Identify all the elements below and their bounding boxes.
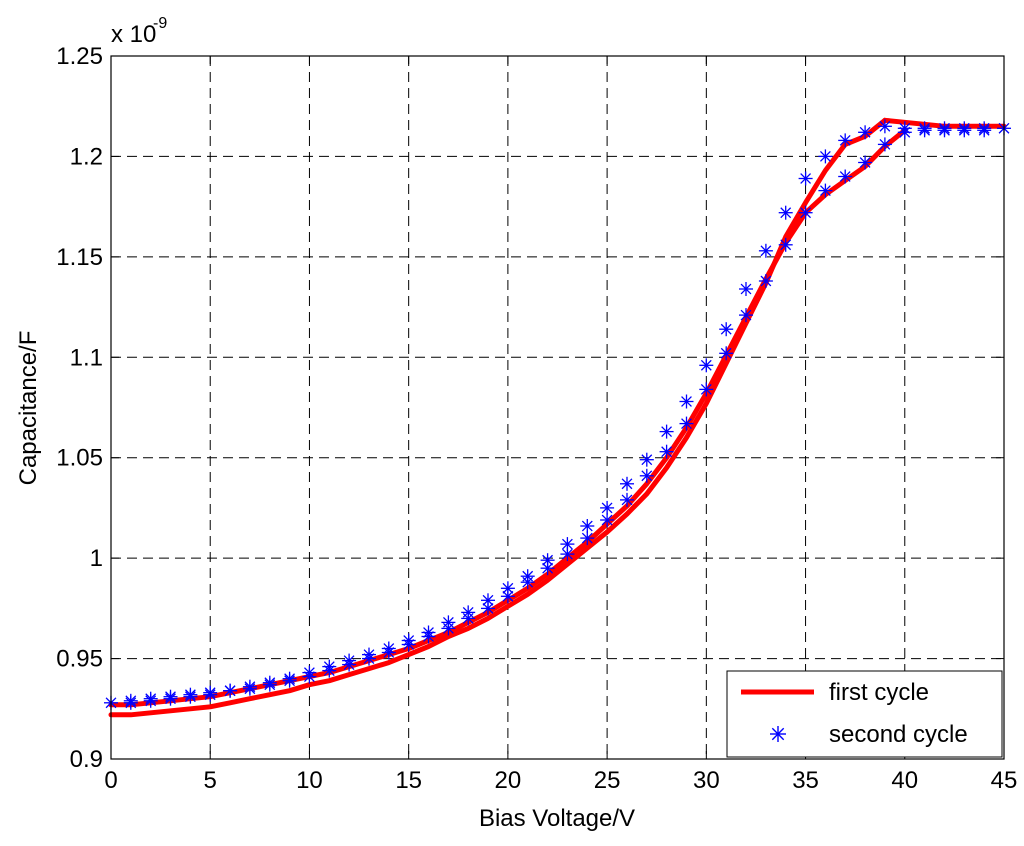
second-cycle-point [937,123,952,138]
legend: first cycle second cycle [726,670,1003,758]
second-cycle-point [401,637,416,652]
x-tick-label: 35 [792,767,819,794]
second-cycle-point [659,424,674,439]
second-cycle-point [580,531,595,546]
second-cycle-point [183,689,198,704]
second-cycle-point [917,123,932,138]
second-cycle-point [620,476,634,491]
second-cycle-point [758,243,773,258]
second-cycle-point [282,673,297,688]
second-cycle-point [600,500,615,515]
y-tick-label: 1.25 [56,43,103,70]
second-cycle-point [699,382,714,397]
y-tick-label: 1.15 [56,244,103,271]
second-cycle-point [481,601,495,616]
second-cycle-point [758,274,773,288]
x-tick-label: 25 [594,767,621,794]
x-tick-label: 30 [693,767,720,794]
second-cycle-point [342,657,357,672]
second-cycle-point [540,561,555,576]
y-tick-label: 1 [90,545,103,572]
second-cycle-point [520,575,535,590]
second-cycle-point [441,621,456,636]
second-cycle-point [381,645,396,660]
second-cycle-point [163,691,178,706]
second-cycle-point [639,452,654,467]
second-cycle-point [540,553,555,568]
second-cycle-point [818,149,833,164]
x-tick-label: 15 [395,767,422,794]
y-tick-label: 0.95 [56,646,103,673]
second-cycle-point [739,282,753,296]
legend-second-cycle-marker [770,726,786,742]
series-layer [104,117,1011,718]
second-cycle-point [143,693,158,708]
second-cycle-point [580,519,595,533]
second-cycle-point [679,394,694,409]
second-cycle-point [699,358,714,373]
x-axis-ticks: 0 5 10 15 20 25 30 35 40 45 [104,56,1017,794]
second-cycle-point [223,683,238,698]
plot-frame [110,55,1005,760]
x-tick-label: 20 [495,767,522,794]
second-cycle-point [798,205,813,220]
legend-second-cycle-label: second cycle [829,721,968,748]
second-cycle-point [262,677,277,692]
second-cycle-point [560,547,575,562]
legend-box [726,670,1003,758]
legend-first-cycle-label: first cycle [829,679,929,706]
second-cycle-point [977,123,992,138]
second-cycle-point [719,322,734,337]
x-tick-label: 10 [296,767,323,794]
y-exponent-base: x 10 [111,21,156,48]
second-cycle-point [500,581,515,596]
second-cycle-point [322,663,337,678]
y-tick-label: 1.1 [70,344,103,371]
second-cycle-point [778,237,793,252]
second-cycle-point [798,171,813,186]
second-cycle-point [362,651,376,666]
x-tick-label: 45 [991,767,1018,794]
second-cycle-point [620,492,634,507]
x-tick-label: 0 [104,767,117,794]
second-cycle-point [421,629,436,644]
second-cycle-point [500,589,515,604]
y-axis-ticks: 0.9 0.95 1 1.05 1.1 1.15 1.2 1.25 [56,43,1004,773]
second-cycle-point [600,513,615,527]
second-cycle-point [838,133,853,148]
second-cycle-point [877,137,892,152]
x-tick-label: 5 [204,767,217,794]
second-cycle-point [897,125,912,140]
second-cycle-point [679,416,694,431]
second-cycle-point [818,183,833,198]
y-axis-label: Capacitance/F [15,331,42,486]
second-cycle-point [838,169,853,184]
second-cycle-point [719,346,734,361]
second-cycle-point [123,695,138,710]
second-cycle-point [858,125,873,140]
x-axis-label: Bias Voltage/V [479,805,635,832]
grid-lines [111,56,1004,759]
second-cycle-point [778,205,793,220]
second-cycle-point [639,468,654,483]
second-cycle-point [858,155,873,170]
x-tick-label: 40 [891,767,918,794]
second-cycle-point [957,123,972,138]
second-cycle-point [659,444,674,459]
y-tick-label: 1.05 [56,445,103,472]
second-cycle-point [739,308,753,323]
second-cycle-point [203,687,218,702]
second-cycle-point [242,681,257,696]
second-cycle-point [877,119,892,134]
y-exponent-power: -9 [153,15,167,32]
y-tick-label: 1.2 [70,143,103,170]
y-tick-label: 0.9 [70,746,103,773]
second-cycle-point [461,611,476,626]
second-cycle-point [302,669,317,684]
